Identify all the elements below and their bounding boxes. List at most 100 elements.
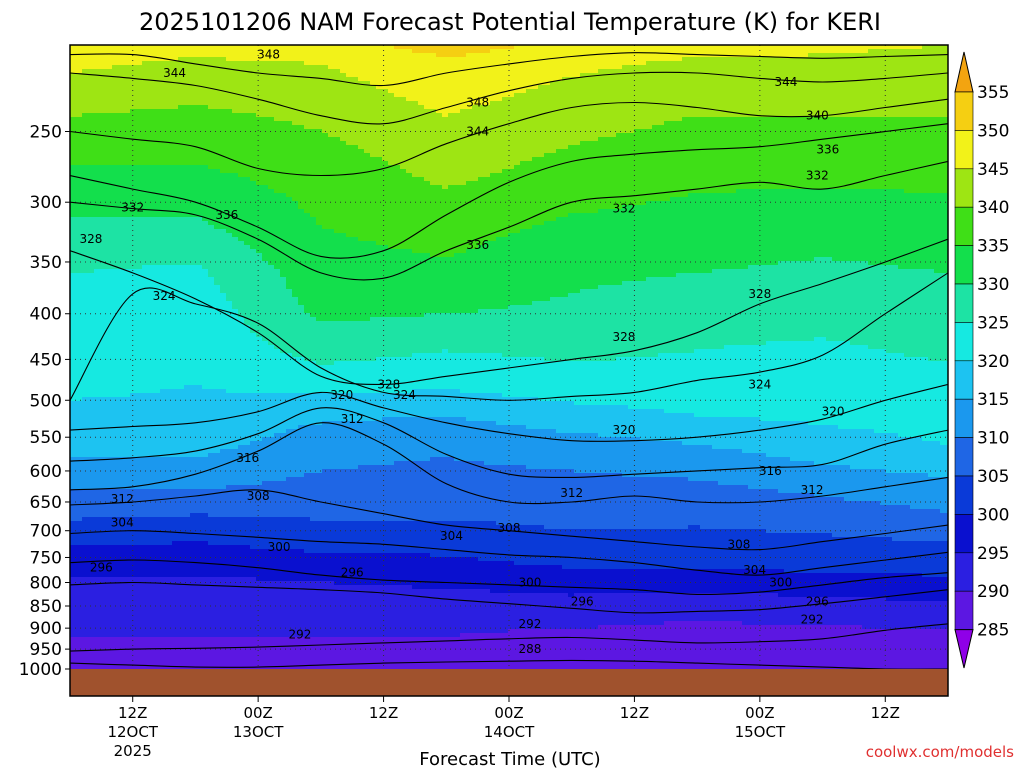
fill-cell (178, 521, 185, 526)
fill-cell (124, 397, 131, 402)
fill-cell (124, 89, 131, 94)
fill-cell (106, 145, 113, 150)
fill-cell (82, 585, 89, 590)
fill-cell (118, 373, 125, 378)
fill-cell (238, 545, 245, 550)
fill-cell (250, 57, 257, 62)
fill-cell (100, 117, 107, 122)
fill-cell (130, 61, 137, 66)
fill-cell (250, 137, 257, 142)
fill-cell (226, 529, 233, 534)
fill-cell (232, 285, 239, 290)
fill-cell (142, 125, 149, 130)
fill-cell (118, 289, 125, 294)
fill-cell (160, 205, 167, 210)
fill-cell (82, 481, 89, 486)
fill-cell (184, 161, 191, 166)
fill-cell (118, 405, 125, 410)
fill-cell (106, 653, 113, 658)
fill-cell (220, 385, 227, 390)
fill-cell (226, 377, 233, 382)
fill-cell (196, 569, 203, 574)
fill-cell (214, 333, 221, 338)
fill-cell (196, 365, 203, 370)
fill-cell (100, 517, 107, 522)
fill-cell (154, 661, 161, 666)
fill-cell (256, 589, 263, 594)
fill-cell (160, 325, 167, 330)
fill-cell (124, 265, 131, 270)
fill-cell (220, 553, 227, 558)
fill-cell (226, 429, 233, 434)
fill-cell (88, 333, 95, 338)
fill-cell (94, 285, 101, 290)
fill-cell (190, 509, 197, 514)
fill-cell (142, 381, 149, 386)
fill-cell (172, 189, 179, 194)
fill-cell (256, 101, 263, 106)
fill-cell (112, 333, 119, 338)
fill-cell (82, 193, 89, 198)
fill-cell (244, 269, 251, 274)
fill-cell (232, 609, 239, 614)
fill-cell (130, 537, 137, 542)
fill-cell (190, 69, 197, 74)
fill-cell (142, 521, 149, 526)
fill-cell (124, 565, 131, 570)
fill-cell (70, 161, 77, 166)
fill-cell (250, 273, 257, 278)
fill-cell (94, 609, 101, 614)
fill-cell (202, 209, 209, 214)
fill-cell (232, 425, 239, 430)
fill-cell (112, 641, 119, 646)
fill-cell (232, 113, 239, 118)
fill-cell (244, 417, 251, 422)
fill-cell (232, 481, 239, 486)
fill-cell (70, 197, 77, 202)
fill-cell (130, 65, 137, 70)
fill-cell (250, 281, 257, 286)
fill-cell (208, 405, 215, 410)
fill-cell (220, 565, 227, 570)
fill-cell (82, 393, 89, 398)
fill-cell (118, 453, 125, 458)
fill-cell (196, 605, 203, 610)
fill-cell (232, 301, 239, 306)
fill-cell (160, 117, 167, 122)
fill-cell (196, 341, 203, 346)
fill-cell (208, 453, 215, 458)
fill-cell (130, 641, 137, 646)
fill-cell (82, 249, 89, 254)
fill-cell (118, 533, 125, 538)
fill-cell (130, 585, 137, 590)
fill-cell (196, 345, 203, 350)
fill-cell (94, 329, 101, 334)
fill-cell (154, 405, 161, 410)
fill-cell (238, 369, 245, 374)
fill-cell (214, 113, 221, 118)
fill-cell (256, 389, 263, 394)
fill-cell (130, 329, 137, 334)
fill-cell (166, 425, 173, 430)
fill-cell (250, 121, 257, 126)
fill-cell (130, 421, 137, 426)
fill-cell (94, 585, 101, 590)
fill-cell (118, 481, 125, 486)
fill-cell (148, 117, 155, 122)
fill-cell (94, 625, 101, 630)
fill-cell (88, 105, 95, 110)
fill-cell (148, 629, 155, 634)
fill-cell (112, 397, 119, 402)
fill-cell (196, 317, 203, 322)
fill-cell (124, 481, 131, 486)
fill-cell (112, 441, 119, 446)
fill-cell (70, 541, 77, 546)
fill-cell (178, 465, 185, 470)
fill-cell (94, 261, 101, 266)
fill-cell (238, 365, 245, 370)
fill-cell (166, 397, 173, 402)
fill-cell (70, 105, 77, 110)
fill-cell (178, 253, 185, 258)
fill-cell (82, 461, 89, 466)
fill-cell (178, 309, 185, 314)
